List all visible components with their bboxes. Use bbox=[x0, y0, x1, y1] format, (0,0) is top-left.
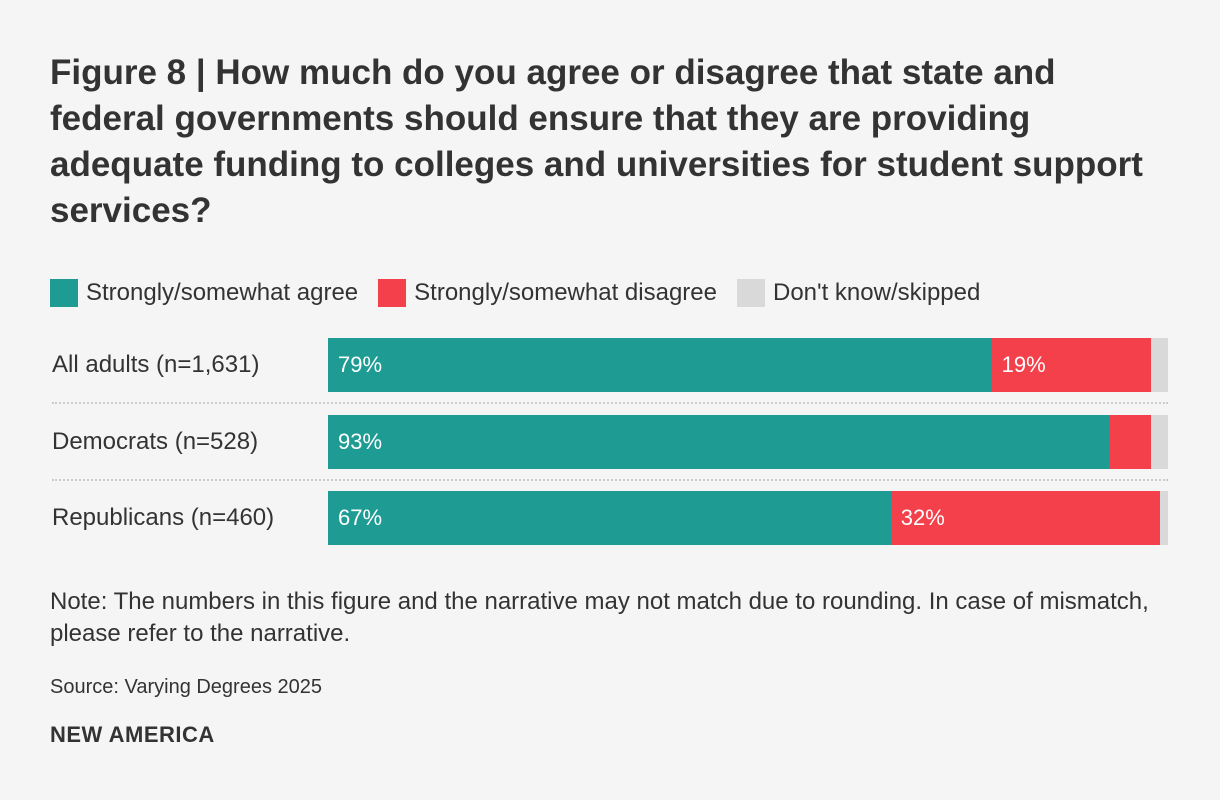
legend-item: Strongly/somewhat agree bbox=[50, 279, 358, 307]
category-label: Republicans (n=460) bbox=[52, 504, 275, 531]
brand-logo-text: NEW AMERICA bbox=[50, 722, 215, 747]
data-label: 32% bbox=[900, 505, 945, 530]
bar-segment bbox=[1151, 414, 1168, 469]
data-label: 19% bbox=[1001, 352, 1046, 377]
legend-swatch bbox=[736, 279, 765, 307]
bar-segment bbox=[991, 338, 1152, 392]
legend-label: Strongly/somewhat disagree bbox=[414, 279, 717, 306]
legend-label: Strongly/somewhat agree bbox=[86, 279, 359, 306]
bar-segment bbox=[328, 491, 891, 545]
bar-segment bbox=[1159, 491, 1168, 545]
bar-segment bbox=[328, 338, 992, 392]
data-label: 79% bbox=[338, 352, 383, 377]
category-label: All adults (n=1,631) bbox=[52, 351, 260, 378]
bar-segment bbox=[890, 491, 1160, 545]
legend-item: Don't know/skipped bbox=[736, 279, 981, 307]
legend-item: Strongly/somewhat disagree bbox=[378, 279, 717, 307]
bar-row: 93% bbox=[328, 414, 1168, 469]
legend-swatch bbox=[50, 279, 78, 307]
chart-note: Note: The numbers in this figure and the… bbox=[50, 588, 1149, 647]
row-divider bbox=[52, 402, 1168, 405]
category-label: Democrats (n=528) bbox=[52, 427, 259, 455]
chart-title: Figure 8 | How much do you agree or disa… bbox=[50, 53, 1143, 230]
legend-swatch bbox=[378, 279, 407, 307]
chart-source: Source: Varying Degrees 2025 bbox=[50, 676, 323, 698]
bar-row: 79% 19% bbox=[328, 338, 1168, 392]
data-label: 67% bbox=[338, 505, 383, 530]
stacked-bar-chart: All adults (n=1,631) 79% 19% Democrats (n=5… bbox=[0, 330, 1220, 560]
data-label: 93% bbox=[338, 428, 383, 454]
bar-segment bbox=[1109, 414, 1152, 469]
chart-legend: Strongly/somewhat agree Strongly/somewhat… bbox=[50, 277, 1000, 309]
row-divider bbox=[52, 478, 1168, 481]
bar-segment bbox=[328, 414, 1110, 469]
bar-segment bbox=[1151, 338, 1168, 392]
bar-row: 67% 32% bbox=[328, 491, 1168, 545]
legend-label: Don't know/skipped bbox=[772, 279, 981, 306]
